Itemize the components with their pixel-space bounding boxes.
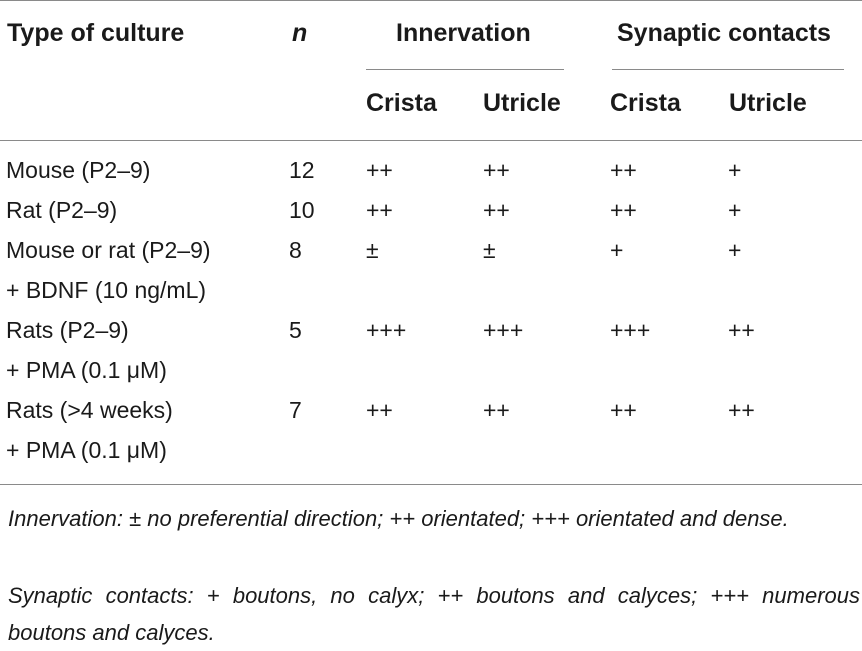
- subheader-utricle-synaptic: Utricle: [729, 89, 807, 117]
- row-4-type-line-2: + PMA (0.1 μM): [6, 357, 167, 383]
- row-5-type-line-1: Rats (>4 weeks): [6, 397, 173, 423]
- row-4-n: 5: [289, 317, 302, 343]
- row-2-type: Rat (P2–9): [6, 197, 118, 223]
- row-3-innervation-crista: ±: [366, 237, 379, 263]
- subheader-crista-synaptic: Crista: [610, 89, 681, 117]
- header-type-of-culture: Type of culture: [7, 19, 185, 47]
- row-1-synaptic-utricle: +: [728, 157, 742, 183]
- footnote-synaptic-contacts: Synaptic contacts: + boutons, no calyx; …: [8, 583, 860, 645]
- row-2-synaptic-utricle: +: [728, 197, 742, 223]
- row-1-innervation-crista: ++: [366, 157, 393, 183]
- row-4-synaptic-utricle: ++: [728, 317, 755, 343]
- row-4-type-line-1: Rats (P2–9): [6, 317, 129, 343]
- innervation-group-rule: [366, 69, 564, 70]
- row-5-type-line-2: + PMA (0.1 μM): [6, 437, 167, 463]
- header-n: n: [292, 19, 308, 47]
- bottom-rule: [0, 484, 862, 485]
- row-1-type: Mouse (P2–9): [6, 157, 151, 183]
- row-3-innervation-utricle: ±: [483, 237, 496, 263]
- header-synaptic-contacts: Synaptic contacts: [617, 19, 831, 47]
- header-rule: [0, 140, 862, 141]
- row-2-synaptic-crista: ++: [610, 197, 637, 223]
- subheader-crista-innervation: Crista: [366, 89, 437, 117]
- row-4-synaptic-crista: +++: [610, 317, 651, 343]
- row-2-innervation-crista: ++: [366, 197, 393, 223]
- row-1-synaptic-crista: ++: [610, 157, 637, 183]
- row-5-synaptic-utricle: ++: [728, 397, 755, 423]
- row-2-n: 10: [289, 197, 315, 223]
- row-4-innervation-utricle: +++: [483, 317, 524, 343]
- row-5-innervation-utricle: ++: [483, 397, 510, 423]
- top-rule: [0, 0, 862, 1]
- row-2-innervation-utricle: ++: [483, 197, 510, 223]
- row-3-type-line-2: + BDNF (10 ng/mL): [6, 277, 207, 303]
- row-5-synaptic-crista: ++: [610, 397, 637, 423]
- row-1-innervation-utricle: ++: [483, 157, 510, 183]
- subheader-utricle-innervation: Utricle: [483, 89, 561, 117]
- synaptic-group-rule: [612, 69, 844, 70]
- row-4-innervation-crista: +++: [366, 317, 407, 343]
- row-1-n: 12: [289, 157, 315, 183]
- row-3-synaptic-crista: +: [610, 237, 624, 263]
- header-innervation: Innervation: [396, 19, 531, 47]
- row-3-n: 8: [289, 237, 302, 263]
- footnote-innervation: Innervation: ± no preferential direction…: [8, 506, 789, 531]
- row-5-innervation-crista: ++: [366, 397, 393, 423]
- row-3-synaptic-utricle: +: [728, 237, 742, 263]
- row-3-type-line-1: Mouse or rat (P2–9): [6, 237, 211, 263]
- row-5-n: 7: [289, 397, 302, 423]
